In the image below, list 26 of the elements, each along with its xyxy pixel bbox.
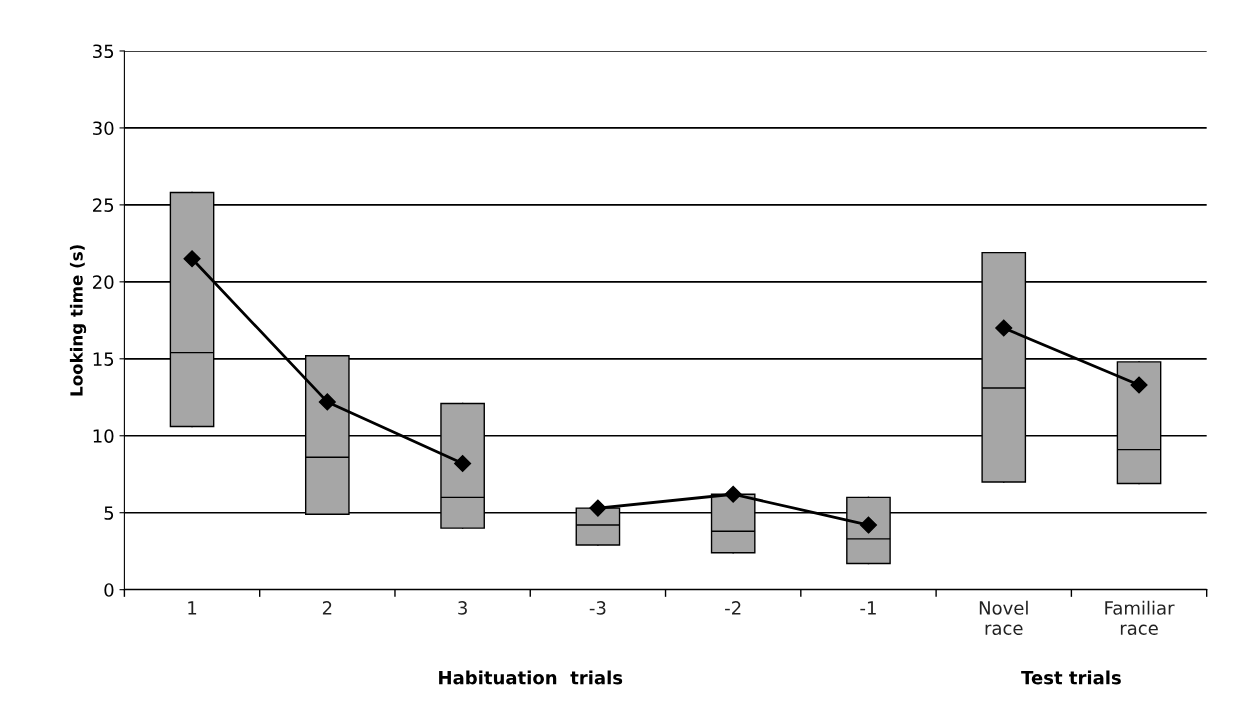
x-tick-label: 2 bbox=[322, 601, 332, 615]
point bbox=[995, 319, 1013, 337]
point bbox=[589, 499, 607, 517]
y-tick-label: 20 bbox=[93, 275, 114, 289]
x-tick-label: -1 bbox=[860, 601, 876, 615]
y-tick-label: 5 bbox=[104, 506, 114, 520]
y-tick-label: 30 bbox=[93, 121, 114, 136]
x-tick-label: 3 bbox=[458, 601, 467, 615]
x-tick-label: -3 bbox=[589, 601, 606, 615]
x-tick-label: Familiar race bbox=[1105, 600, 1175, 635]
y-tick-label: 15 bbox=[93, 352, 114, 366]
y-tick-label: 25 bbox=[93, 198, 114, 212]
point bbox=[1130, 376, 1148, 394]
y-tick-label: 0 bbox=[104, 583, 114, 597]
point bbox=[724, 485, 742, 503]
point bbox=[183, 250, 201, 268]
point bbox=[454, 454, 472, 473]
x-tick-label: 1 bbox=[188, 601, 197, 615]
text: Test trials bbox=[1021, 670, 1121, 685]
x-axis-title: Habituation trials bbox=[439, 670, 623, 685]
y-tick-label: 35 bbox=[93, 44, 114, 59]
x-tick-label: Novel race bbox=[979, 600, 1028, 635]
y-axis-title: Looking time (s) bbox=[69, 245, 87, 396]
x-tick-label: -2 bbox=[725, 601, 741, 615]
point bbox=[318, 393, 336, 411]
y-tick-label: 10 bbox=[93, 429, 114, 443]
